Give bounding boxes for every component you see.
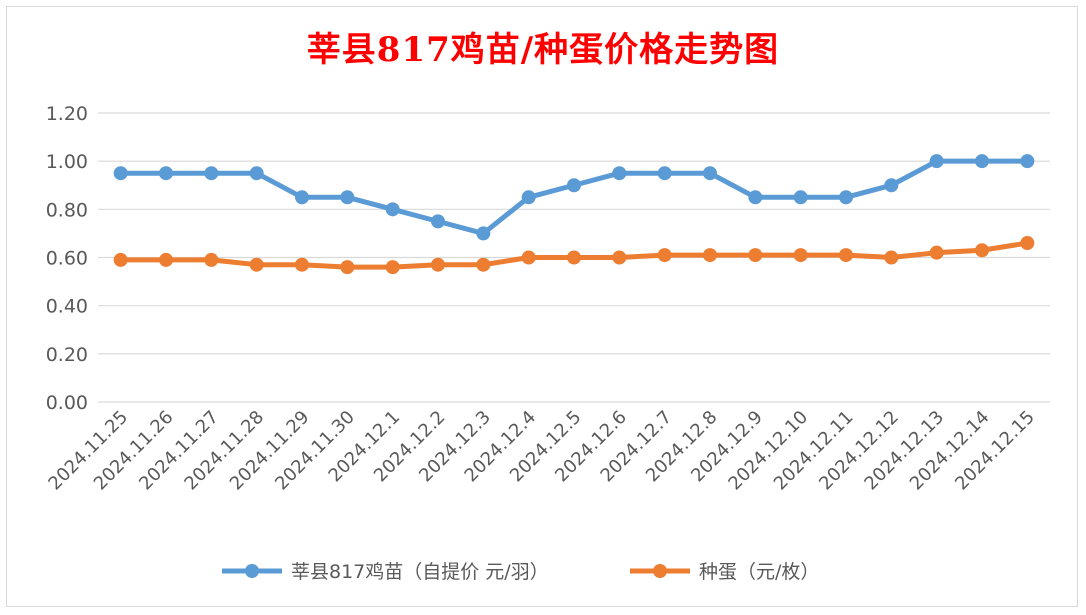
y-axis-ticks: 0.00 0.20 0.40 0.60 0.80 1.00 1.20 <box>46 103 88 414</box>
data-point <box>521 190 536 205</box>
data-point <box>975 154 989 169</box>
data-point <box>793 190 808 205</box>
y-tick-label: 0.60 <box>46 248 88 270</box>
data-point <box>204 252 219 267</box>
data-point <box>884 178 899 193</box>
data-point <box>1020 236 1035 251</box>
data-point <box>929 245 944 260</box>
y-tick-label: 0.40 <box>46 296 88 318</box>
y-tick-label: 0.80 <box>46 199 88 221</box>
series-layer <box>113 154 1035 275</box>
data-point <box>612 166 627 181</box>
data-point <box>839 248 853 263</box>
x-axis-ticks: 2024.11.252024.11.262024.11.272024.11.28… <box>44 407 1038 495</box>
chart-title: 莘县817鸡苗/种蛋价格走势图 <box>306 30 780 70</box>
data-point <box>249 166 264 181</box>
chart-frame <box>6 6 1078 607</box>
data-point <box>476 257 491 272</box>
y-tick-label: 0.00 <box>46 392 88 414</box>
data-point <box>476 226 491 241</box>
data-point <box>159 252 173 267</box>
legend: 莘县817鸡苗（自提价 元/羽） 种蛋（元/枚） <box>222 561 819 583</box>
data-point <box>340 190 355 205</box>
data-point <box>385 260 400 275</box>
data-point <box>113 166 128 181</box>
data-point <box>1020 154 1035 169</box>
legend-label: 种蛋（元/枚） <box>699 561 819 583</box>
data-point <box>567 178 581 193</box>
data-point <box>295 257 309 272</box>
data-point <box>748 248 763 263</box>
data-point <box>657 166 672 181</box>
data-point <box>340 260 355 275</box>
legend-swatch-marker <box>653 564 667 578</box>
data-point <box>612 250 627 265</box>
data-point <box>431 214 445 229</box>
legend-label: 莘县817鸡苗（自提价 元/羽） <box>291 561 549 583</box>
data-point <box>113 252 128 267</box>
data-point <box>204 166 219 181</box>
data-point <box>748 190 763 205</box>
data-point <box>249 257 264 272</box>
data-point <box>431 257 445 272</box>
y-tick-label: 1.20 <box>46 103 88 125</box>
data-point <box>929 154 944 169</box>
data-point <box>657 248 672 263</box>
data-point <box>567 250 581 265</box>
y-tick-label: 0.20 <box>46 344 88 366</box>
data-point <box>703 166 717 181</box>
legend-swatch-marker <box>245 564 259 578</box>
data-point <box>839 190 853 205</box>
data-point <box>385 202 400 217</box>
data-point <box>703 248 717 263</box>
data-point <box>521 250 536 265</box>
y-tick-label: 1.00 <box>46 151 88 173</box>
data-point <box>295 190 309 205</box>
data-point <box>884 250 899 265</box>
data-point <box>159 166 173 181</box>
data-point <box>975 243 989 258</box>
data-point <box>793 248 808 263</box>
